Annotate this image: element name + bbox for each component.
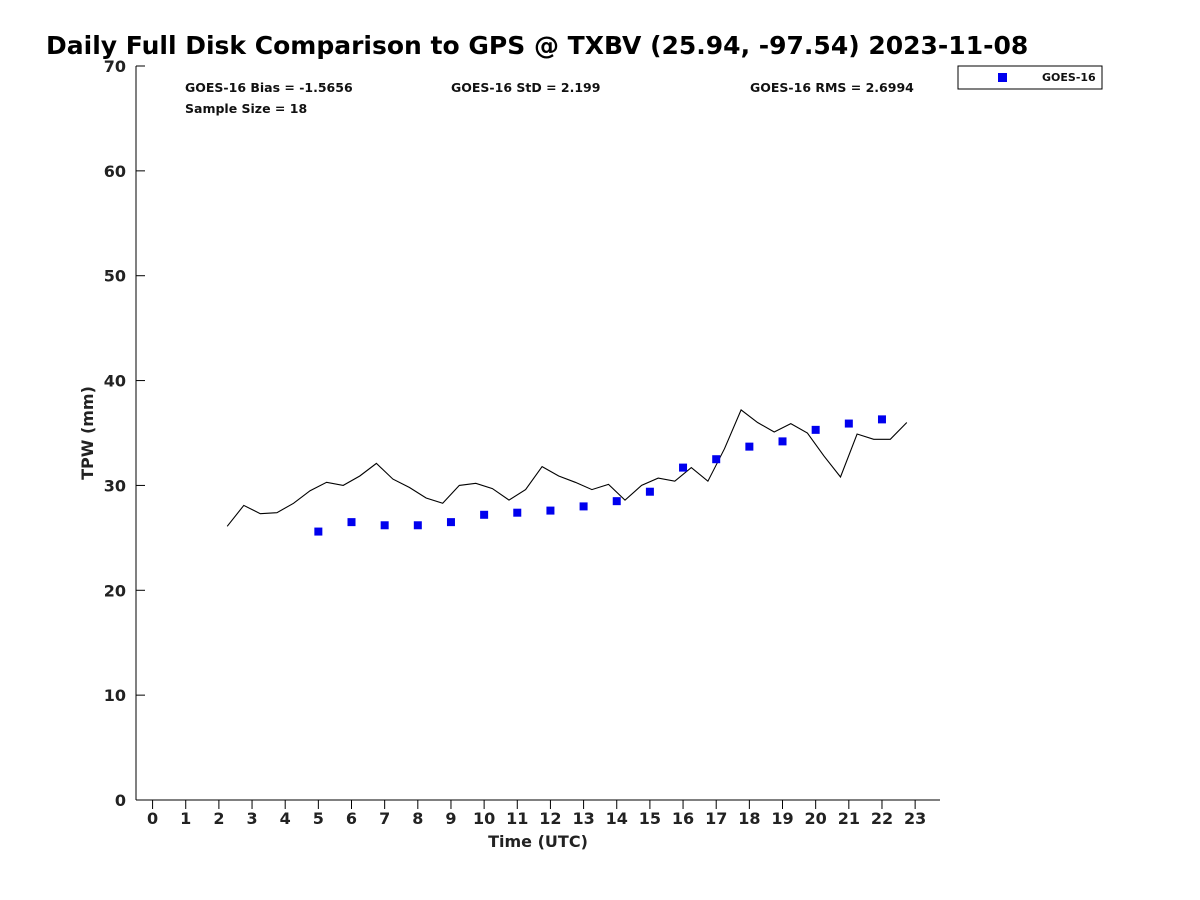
x-tick-label: 15 (639, 809, 661, 828)
legend-label-goes-16: GOES-16 (1042, 71, 1096, 84)
x-tick-label: 4 (280, 809, 291, 828)
x-tick-label: 16 (672, 809, 694, 828)
legend: GOES-16 (957, 65, 1103, 90)
x-tick-label: 20 (805, 809, 827, 828)
goes-16-points-layer (314, 415, 886, 536)
y-tick-label: 70 (104, 57, 126, 76)
x-tick-label: 5 (313, 809, 324, 828)
goes-16-point (745, 442, 754, 451)
goes-16-point (844, 419, 853, 428)
x-tick-label: 14 (606, 809, 628, 828)
y-tick-label: 10 (104, 686, 126, 705)
legend-marker-goes-16 (998, 73, 1007, 82)
x-tick-label: 2 (213, 809, 224, 828)
y-tick-label: 0 (115, 791, 126, 810)
stat-std: GOES-16 StD = 2.199 (451, 80, 600, 95)
goes-16-point (712, 455, 721, 464)
x-tick-label: 10 (473, 809, 495, 828)
axes (135, 66, 940, 801)
x-tick-label: 13 (572, 809, 594, 828)
x-tick-label: 21 (838, 809, 860, 828)
x-tick-label: 9 (445, 809, 456, 828)
y-tick-label: 60 (104, 162, 126, 181)
goes-16-point (480, 510, 489, 519)
stat-bias: GOES-16 Bias = -1.5656 (185, 80, 353, 95)
x-tick-label: 18 (738, 809, 760, 828)
goes-16-point (314, 527, 323, 536)
goes-16-point (546, 506, 555, 515)
x-tick-label: 22 (871, 809, 893, 828)
y-axis-ticks: 0 10 20 30 40 50 60 70 (104, 57, 145, 810)
x-tick-label: 1 (180, 809, 191, 828)
x-tick-label: 7 (379, 809, 390, 828)
goes-16-point (645, 487, 654, 496)
goes-16-point (380, 521, 389, 530)
stat-sample-size: Sample Size = 18 (185, 101, 307, 116)
chart-title: Daily Full Disk Comparison to GPS @ TXBV… (46, 31, 1028, 60)
x-tick-label: 12 (539, 809, 561, 828)
goes-16-point (679, 463, 688, 472)
goes-16-point (579, 502, 588, 511)
x-tick-label: 3 (246, 809, 257, 828)
x-axis-ticks: 0 1 2 3 4 5 6 7 8 9 10 11 12 13 14 15 16 17 18 19 20 21 22 23 (147, 800, 926, 828)
goes-16-point (413, 521, 422, 530)
x-axis-label: Time (UTC) (488, 832, 588, 851)
stat-rms: GOES-16 RMS = 2.6994 (750, 80, 914, 95)
y-tick-label: 30 (104, 476, 126, 495)
goes-16-point (446, 518, 455, 527)
y-tick-label: 20 (104, 581, 126, 600)
x-tick-label: 0 (147, 809, 158, 828)
y-tick-label: 50 (104, 267, 126, 286)
goes-16-point (811, 425, 820, 434)
x-tick-label: 6 (346, 809, 357, 828)
x-tick-label: 19 (771, 809, 793, 828)
goes-16-point (513, 508, 522, 517)
x-tick-label: 11 (506, 809, 528, 828)
legend-box (957, 65, 1103, 90)
y-tick-label: 40 (104, 372, 126, 391)
gps-series-line (226, 409, 908, 527)
x-tick-label: 8 (412, 809, 423, 828)
goes-16-point (347, 518, 356, 527)
x-tick-label: 17 (705, 809, 727, 828)
x-tick-label: 23 (904, 809, 926, 828)
goes-16-point (612, 497, 621, 506)
gps-line-layer (226, 409, 908, 527)
goes-16-point (877, 415, 886, 424)
goes-16-point (778, 437, 787, 446)
y-axis-label: TPW (mm) (78, 386, 97, 480)
